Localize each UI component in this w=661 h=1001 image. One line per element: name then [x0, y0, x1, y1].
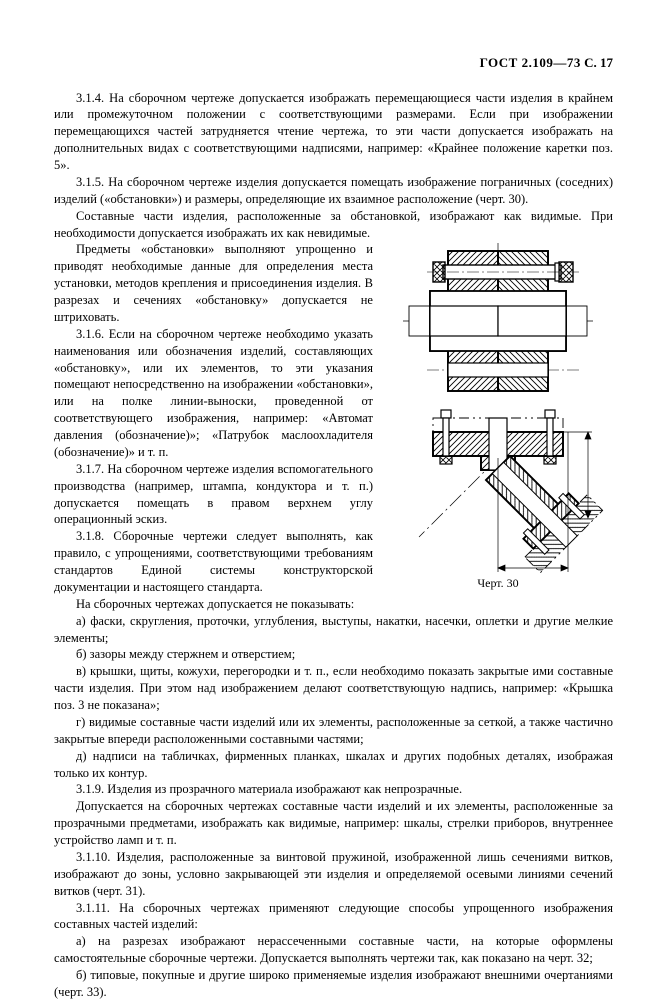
para-after-3-1-8a: На сборочных чертежах допускается не пок… [54, 596, 613, 613]
figure-caption: Черт. 30 [383, 575, 613, 591]
standard-code: ГОСТ 2.109—73 [480, 55, 581, 70]
list-item-g: г) видимые составные части изделий или и… [54, 714, 613, 748]
page: ГОСТ 2.109—73 С. 17 3.1.4. На сборочном … [0, 0, 661, 936]
list-item-a: а) фаски, скругления, проточки, углублен… [54, 613, 613, 647]
para-after-3-1-5a: Составные части изделия, расположенные з… [54, 208, 613, 242]
para-3-1-4: 3.1.4. На сборочном чертеже допускается … [54, 90, 613, 174]
figure-30: Черт. 30 [383, 243, 613, 591]
list-item-v: в) крышки, щиты, кожухи, перегородки и т… [54, 663, 613, 714]
page-number: С. 17 [584, 55, 613, 70]
bottom-assembly [419, 410, 603, 573]
para-3-1-9: 3.1.9. Изделия из прозрачного материала … [54, 781, 613, 798]
list2-item-b: б) типовые, покупные и другие широко при… [54, 967, 613, 1001]
list2-item-a: а) на разрезах изображают нерассеченными… [54, 933, 613, 967]
para-3-1-10: 3.1.10. Изделия, расположенные за винтов… [54, 849, 613, 900]
bolt-top [427, 262, 579, 282]
list-item-d: д) надписи на табличках, фирменных планк… [54, 748, 613, 782]
top-assembly [403, 243, 593, 391]
drawing-icon [383, 243, 613, 573]
para-3-1-11: 3.1.11. На сборочных чертежах применяют … [54, 900, 613, 934]
document-header: ГОСТ 2.109—73 С. 17 [54, 54, 613, 72]
para-after-3-1-9: Допускается на сборочных чертежах состав… [54, 798, 613, 849]
text-with-figure: Черт. 30 Предметы «обстановки» выполняют… [54, 241, 613, 612]
list-item-b: б) зазоры между стержнем и отверстием; [54, 646, 613, 663]
para-3-1-5: 3.1.5. На сборочном чертеже изделия допу… [54, 174, 613, 208]
